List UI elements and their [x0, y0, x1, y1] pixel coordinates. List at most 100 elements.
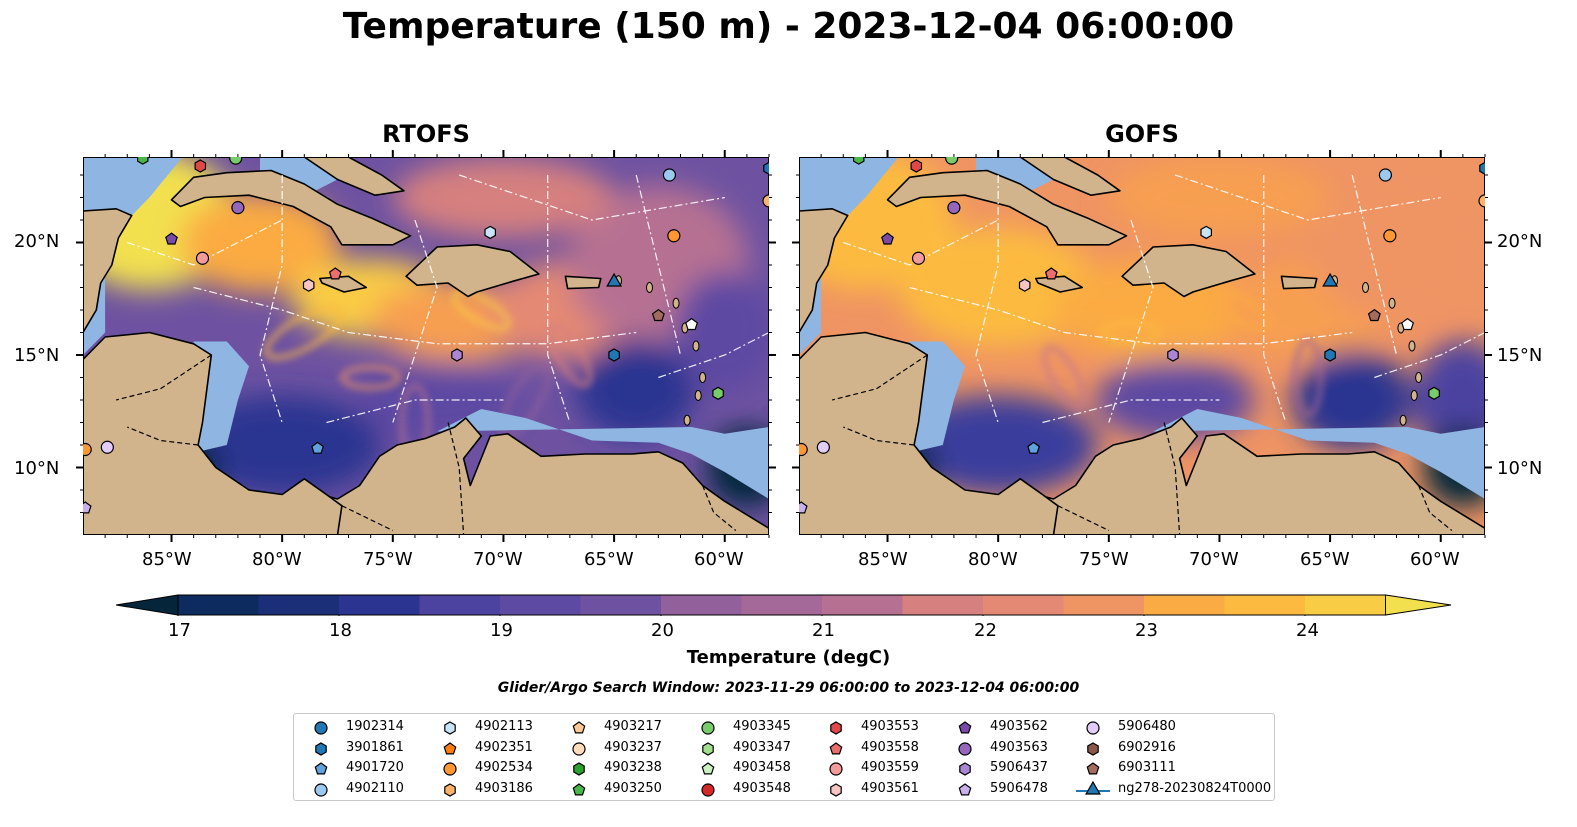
- legend-item: 5906478: [946, 780, 1071, 798]
- legend-item: 4903562: [946, 718, 1071, 736]
- colorbar-tick-23: 23: [1135, 620, 1158, 641]
- legend-item: 4902110: [302, 780, 427, 798]
- legend-label: 5906480: [1118, 719, 1176, 734]
- legend-label: 4903345: [733, 719, 791, 734]
- legend-marker-circle: [314, 782, 328, 797]
- float-marker-2: [231, 201, 245, 215]
- legend-marker-circle: [1086, 721, 1100, 735]
- float-marker-7: [328, 267, 342, 280]
- legend-marker-circle: [443, 762, 457, 776]
- legend-item: 4903548: [689, 780, 814, 798]
- legend-marker-hexagon: [1087, 741, 1099, 756]
- float-marker-10: [1383, 229, 1397, 243]
- legend-item: 4903553: [817, 718, 942, 736]
- legend-item: 4903347: [689, 739, 814, 757]
- float-marker-18: [311, 441, 325, 454]
- float-marker-20: [83, 442, 92, 457]
- colorbar-tick-21: 21: [812, 620, 835, 641]
- legend-label: 6902916: [1118, 739, 1176, 755]
- legend-label: 4903458: [733, 760, 791, 775]
- legend-marker-pentagon: [572, 721, 586, 734]
- colorbar-tick-18: 18: [329, 620, 352, 641]
- panel-title-rtofs: RTOFS: [382, 120, 470, 148]
- colorbar-tick-22: 22: [974, 620, 997, 641]
- legend-marker-pentagon: [314, 762, 328, 775]
- legend-item: 1902314: [302, 718, 427, 736]
- legend-label: 4903186: [475, 780, 533, 796]
- float-marker-3: [194, 159, 207, 173]
- map-panel-rtofs: [83, 157, 769, 535]
- legend-label: 4902534: [475, 760, 533, 775]
- legend-item: ng278-20230824T0000: [1074, 780, 1284, 798]
- float-marker-11: [763, 161, 769, 175]
- glider-track-marker: [606, 272, 623, 287]
- legend-marker-circle: [314, 721, 328, 735]
- legend-label: 4903562: [990, 719, 1048, 734]
- legend-label: 4903553: [861, 719, 919, 734]
- legend-item: 4903345: [689, 718, 814, 736]
- legend-label: 4903548: [733, 780, 791, 796]
- legend-item: 4902534: [431, 759, 556, 777]
- search-window-text: Glider/Argo Search Window: 2023-11-29 06…: [497, 680, 1080, 696]
- legend-label: 4903559: [861, 760, 919, 775]
- float-marker-13: [608, 348, 620, 362]
- float-marker-5: [229, 157, 243, 165]
- float-marker-16: [685, 317, 699, 331]
- lat-label-20n-left: 20°N: [14, 231, 60, 252]
- legend-label: 4903563: [990, 739, 1048, 755]
- float-marker-9: [1378, 168, 1393, 182]
- float-marker-14: [451, 348, 463, 362]
- float-marker-2: [947, 201, 961, 215]
- float-marker-1: [195, 251, 210, 265]
- legend-item: 6902916: [1074, 739, 1284, 757]
- float-marker-17: [1428, 386, 1440, 400]
- legend: 1902314 3901861 4901720 4902110 4902113 49023…: [293, 713, 1275, 801]
- lat-label-10n-right: 10°N: [1497, 458, 1543, 479]
- legend-label: 6903111: [1118, 760, 1176, 775]
- legend-item: 4903238: [560, 759, 685, 777]
- legend-item: 4903186: [431, 780, 556, 798]
- float-marker-8: [484, 225, 496, 240]
- float-marker-12: [1478, 194, 1485, 208]
- lon-label-65w-left: 65°W: [584, 549, 634, 570]
- legend-marker-pentagon: [1086, 762, 1100, 775]
- float-marker-5: [945, 157, 959, 165]
- legend-label: 4902110: [346, 780, 404, 796]
- legend-item: 4903458: [689, 759, 814, 777]
- colorbar-tick-20: 20: [651, 620, 674, 641]
- float-marker-11: [1479, 161, 1485, 175]
- legend-label: 4903238: [604, 760, 662, 775]
- figure-title: Temperature (150 m) - 2023-12-04 06:00:0…: [342, 6, 1235, 47]
- legend-marker-pentagon: [701, 762, 715, 775]
- colorbar-tick-24: 24: [1296, 620, 1319, 641]
- legend-label: 4903561: [861, 780, 919, 796]
- panel-title-gofs: GOFS: [1105, 120, 1179, 148]
- float-marker-0: [881, 232, 894, 245]
- float-marker-8: [1200, 225, 1212, 240]
- lon-label-75w-left: 75°W: [363, 549, 413, 570]
- float-marker-15: [651, 308, 665, 322]
- legend-item: 5906437: [946, 759, 1071, 777]
- legend-marker-circle: [701, 721, 715, 735]
- float-marker-10: [667, 229, 681, 243]
- float-marker-3: [910, 159, 923, 173]
- legend-label: ng278-20230824T0000: [1118, 780, 1272, 796]
- legend-label: 4903237: [604, 739, 662, 755]
- legend-label: 3901861: [346, 739, 404, 755]
- float-marker-1: [911, 251, 926, 265]
- legend-marker-pentagon: [572, 782, 586, 795]
- legend-label: 4902351: [475, 739, 533, 755]
- float-marker-19: [816, 440, 830, 454]
- lon-label-80w-left: 80°W: [252, 549, 302, 570]
- legend-marker-pentagon: [829, 741, 843, 754]
- float-marker-6: [302, 278, 315, 292]
- legend-marker-hexagon: [315, 741, 327, 756]
- legend-label: 4901720: [346, 760, 404, 775]
- legend-item: 6903111: [1074, 759, 1284, 777]
- lat-label-20n-right: 20°N: [1497, 231, 1543, 252]
- legend-marker-circle: [701, 782, 715, 797]
- float-marker-6: [1018, 278, 1031, 292]
- legend-label: 4903347: [733, 739, 791, 755]
- legend-marker-pentagon: [958, 782, 972, 795]
- lon-label-80w-right: 80°W: [968, 549, 1018, 570]
